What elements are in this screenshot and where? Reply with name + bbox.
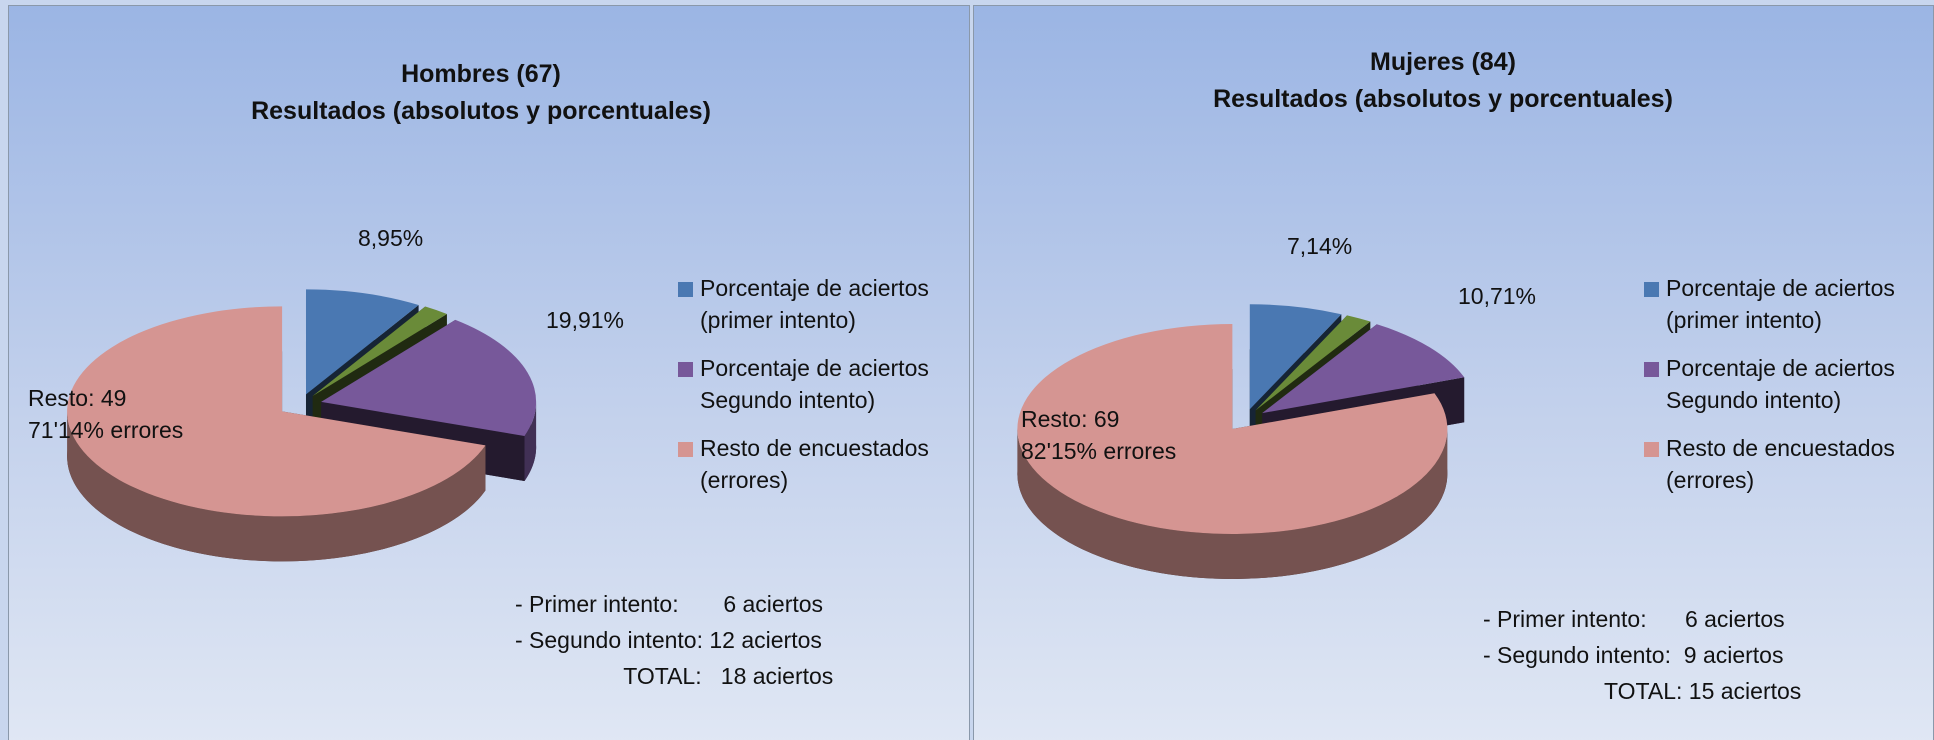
note: - Primer intento: 6 aciertos: [515, 591, 824, 617]
slice: [1249, 304, 1342, 410]
slice: [321, 319, 537, 436]
note: TOTAL: 18 aciertos: [515, 663, 834, 689]
legend-swatch: [678, 442, 693, 457]
slice-side: [67, 411, 486, 562]
slice: [67, 306, 486, 517]
note: - Segundo intento: 9 aciertos: [1483, 642, 1784, 668]
data-label: 7,14%: [1287, 233, 1353, 259]
note: TOTAL: 15 aciertos: [1483, 678, 1802, 704]
chart-title: Hombres (67) Resultados (absolutos y por…: [251, 60, 711, 125]
slice-side: [1017, 429, 1448, 580]
legend-label: Porcentaje de aciertos (primer intento): [1666, 275, 1895, 333]
legend-swatch: [678, 282, 693, 297]
legend-swatch: [1644, 282, 1659, 297]
note: - Primer intento: 6 aciertos: [1483, 606, 1785, 632]
data-label: 8,95%: [358, 225, 424, 251]
legend-label: Porcentaje de aciertos (primer intento): [700, 275, 929, 333]
slice: [305, 289, 419, 395]
legend-label: Resto de encuestados (errores): [1666, 435, 1895, 493]
chart-title: Mujeres (84) Resultados (absolutos y por…: [1213, 48, 1673, 113]
data-label: 19,91%: [546, 307, 625, 333]
data-label: Resto: 49 71'14% errores: [28, 385, 184, 443]
legend-label: Porcentaje de aciertos Segundo intento): [700, 355, 929, 413]
slice: [1262, 324, 1465, 414]
legend-swatch: [1644, 442, 1659, 457]
legend-swatch: [1644, 362, 1659, 377]
slice-side: [524, 401, 537, 481]
data-label: Resto: 69 82'15% errores: [1021, 406, 1177, 464]
note: - Segundo intento: 12 aciertos: [515, 627, 822, 653]
data-label: 10,71%: [1458, 283, 1537, 309]
slice: [1255, 315, 1371, 411]
slice: [312, 306, 447, 397]
legend-swatch: [678, 362, 693, 377]
legend-label: Resto de encuestados (errores): [700, 435, 929, 493]
legend-label: Porcentaje de aciertos Segundo intento): [1666, 355, 1895, 413]
slice: [1017, 324, 1448, 535]
